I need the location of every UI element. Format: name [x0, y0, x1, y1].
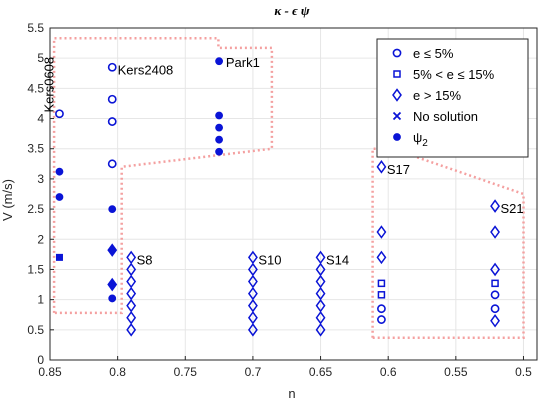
data-point [376, 225, 387, 239]
data-point [247, 323, 258, 337]
y-tick-label: 3 [37, 172, 44, 186]
legend-item: e > 15% [392, 88, 462, 103]
legend-label: e ≤ 5% [413, 46, 454, 61]
data-point [377, 291, 386, 299]
y-axis-title: V (m/s) [0, 179, 15, 221]
data-point [55, 253, 63, 261]
y-tick-label: 0.5 [27, 323, 44, 337]
legend-marker [392, 88, 402, 102]
data-point [376, 160, 387, 174]
data-point [490, 290, 500, 300]
axis-ticks: 0.85 0.8 0.75 0.7 0.65 0.6 0.55 0.5 0 0.5 1 1.5 2 2.5… [27, 21, 532, 379]
data-point [107, 117, 117, 126]
chart-title: κ - ϵ ψ [274, 3, 310, 18]
legend-marker [393, 70, 401, 78]
legend-label: 5% < e ≤ 15% [413, 67, 495, 82]
legend-label: No solution [413, 109, 478, 124]
point-label: Kers2408 [118, 62, 174, 77]
y-tick-label: 4 [37, 112, 44, 126]
data-point [126, 323, 137, 337]
data-point [215, 123, 223, 132]
data-point [215, 147, 223, 156]
data-point [126, 286, 137, 301]
y-tick-label: 5.5 [27, 21, 44, 35]
data-point [55, 167, 64, 176]
data-point [490, 262, 500, 277]
legend-item: No solution [392, 109, 478, 124]
data-point [107, 243, 118, 257]
x-axis-title: n [288, 386, 295, 401]
point-label: S17 [387, 162, 410, 177]
highlight-region [371, 147, 525, 339]
legend-marker [392, 111, 402, 121]
data-point [215, 57, 223, 66]
y-tick-label: 2.5 [27, 202, 44, 216]
data-point [108, 294, 117, 303]
y-tick-label: 3.5 [27, 142, 44, 156]
legend-box [376, 38, 529, 158]
data-point [376, 250, 387, 265]
data-point [55, 109, 64, 119]
point-label: S14 [326, 252, 349, 267]
y-tick-label: 5 [37, 51, 44, 65]
y-tick-label: 1 [37, 293, 44, 307]
point-label: Park1 [226, 55, 260, 70]
point-label: S10 [258, 252, 281, 267]
point-label: Kers0608 [41, 57, 56, 113]
highlight-region [52, 37, 274, 315]
legend-label: e > 15% [413, 88, 462, 103]
data-points [55, 57, 500, 337]
plot-area-frame [49, 27, 538, 361]
data-point [107, 159, 117, 169]
data-point [490, 225, 500, 239]
data-point [107, 62, 117, 72]
data-point [215, 135, 223, 144]
data-point [377, 315, 386, 324]
legend-item: e ≤ 5% [392, 46, 454, 61]
highlight-regions [52, 37, 525, 339]
data-point [215, 111, 223, 120]
data-point [126, 298, 137, 313]
x-tick-label: 0.75 [174, 365, 198, 379]
data-point [107, 277, 118, 292]
x-tick-label: 0.8 [109, 365, 126, 379]
data-point [377, 304, 386, 314]
y-tick-label: 1.5 [27, 262, 44, 276]
y-tick-label: 2 [37, 232, 44, 246]
point-label: S21 [500, 201, 523, 216]
data-point [490, 199, 500, 213]
y-tick-label: 4.5 [27, 81, 44, 95]
x-tick-label: 0.7 [245, 365, 262, 379]
legend-item: 5% < e ≤ 15% [393, 67, 495, 82]
data-point [126, 310, 137, 325]
data-point [315, 323, 326, 337]
data-point [490, 304, 500, 314]
data-point [126, 274, 137, 289]
data-point [107, 94, 117, 104]
point-annotations: Kers0608 Kers2408 Park1 S8 S10 S14 S17 S21 [41, 55, 523, 267]
legend-marker [392, 48, 402, 58]
x-tick-label: 0.85 [38, 365, 62, 379]
data-point [490, 313, 500, 328]
y-tick-label: 0 [37, 353, 44, 367]
x-tick-label: 0.65 [309, 365, 333, 379]
data-point [377, 279, 386, 288]
data-point [55, 193, 64, 201]
x-tick-label: 0.6 [380, 365, 397, 379]
data-point [126, 250, 137, 265]
data-point [491, 279, 499, 288]
x-tick-label: 0.55 [444, 365, 468, 379]
point-label: S8 [137, 252, 153, 267]
x-tick-label: 0.5 [515, 365, 532, 379]
legend-marker [393, 133, 401, 141]
data-point [108, 205, 117, 213]
